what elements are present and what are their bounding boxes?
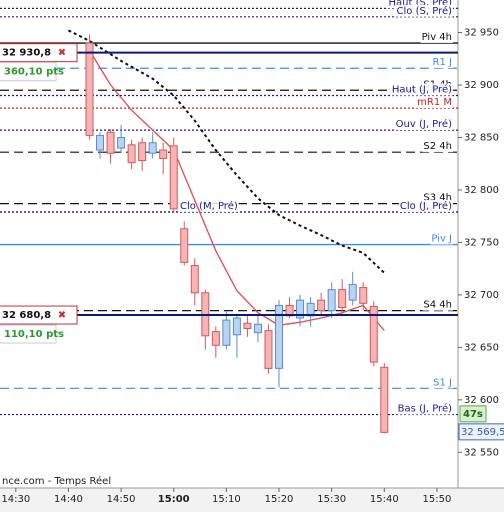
candle-body: [338, 289, 347, 308]
candle-body: [96, 134, 105, 151]
x-tick-label: 15:30: [317, 494, 346, 505]
candle-body: [138, 142, 147, 162]
level-label: S2 4h: [423, 141, 452, 152]
level-label: S1 J: [433, 377, 452, 388]
last-price: 32 569,5: [461, 427, 504, 438]
level-label-bg: [430, 233, 453, 245]
level-label: S4 4h: [423, 300, 452, 311]
x-tick-label: 15:40: [370, 494, 399, 505]
candle-body: [317, 299, 326, 312]
candle-body: [180, 228, 189, 263]
x-tick-label: 14:40: [54, 494, 83, 505]
candle-body: [222, 319, 231, 346]
candle-body: [380, 366, 389, 433]
y-tick-label: 32 800: [464, 185, 499, 196]
y-tick-label: 32 600: [464, 395, 499, 406]
level-label-bg: [422, 192, 453, 204]
level-label: Clo (S, Pré): [397, 5, 453, 17]
candle-body: [264, 330, 273, 369]
close-icon: ✖: [58, 48, 66, 59]
pnl-box: [0, 324, 57, 344]
candle-body: [275, 304, 284, 369]
y-tick-label: 32 850: [464, 132, 499, 143]
position-price: 32 680,8: [2, 310, 51, 321]
candle-body: [211, 331, 220, 346]
close-button[interactable]: [54, 44, 70, 61]
level-label: Ouv (J, Pré): [396, 118, 452, 130]
level-label: Haut (S, Pré): [389, 0, 453, 8]
candle-body: [306, 302, 315, 317]
x-tick-label: 15:00: [158, 494, 190, 505]
level-label-bg: [396, 402, 454, 415]
level-label-bg: [420, 32, 453, 44]
candle-body: [159, 149, 168, 159]
y-tick-label: 32 900: [464, 80, 499, 91]
x-tick-label: 14:50: [107, 494, 136, 505]
time-axis-band: [0, 488, 504, 512]
candle-body: [169, 145, 178, 210]
candle-body: [85, 42, 94, 136]
last-price-box: [458, 423, 504, 441]
level-label: Bas (J, Pré): [398, 403, 452, 415]
candle-body: [190, 265, 199, 294]
level-label: mR1 M: [417, 97, 452, 108]
pnl-box: [0, 62, 57, 82]
level-label-bg: [422, 299, 453, 311]
level-label: S3 4h: [423, 193, 452, 204]
level-label-bg: [431, 57, 453, 69]
x-tick-label: 14:30: [1, 494, 30, 505]
close-button[interactable]: [54, 307, 70, 324]
candle-body: [253, 323, 262, 334]
candle-body: [243, 322, 252, 329]
level-label-bg: [390, 83, 454, 96]
level-label-bg: [432, 377, 453, 389]
level-label: Clo (J, Pré): [400, 200, 452, 212]
timer-box: [459, 405, 487, 423]
y-tick-label: 32 750: [464, 237, 499, 248]
level-label: Clo (M, Pré): [180, 200, 238, 212]
x-tick-label: 15:20: [265, 494, 294, 505]
candle-body: [327, 289, 336, 312]
candle-body: [232, 317, 241, 336]
timer: 47s: [463, 409, 483, 420]
position-pnl: 110,10 pts: [4, 329, 64, 340]
close-icon: ✖: [58, 310, 66, 321]
level-label: Haut (J, Pré): [392, 84, 452, 96]
level-label-bg: [416, 97, 453, 109]
x-tick-label: 15:10: [212, 494, 241, 505]
level-label-bg: [179, 199, 239, 212]
level-label: R1 J: [433, 57, 452, 68]
source-label: nce.com - Temps Réel: [2, 475, 111, 487]
candle-body: [117, 136, 126, 149]
level-label-bg: [422, 141, 453, 153]
position-price: 32 930,8: [2, 48, 51, 59]
level-label-bg: [394, 118, 454, 131]
y-tick-label: 32 650: [464, 342, 499, 353]
level-label-bg: [398, 199, 454, 212]
level-label-bg: [395, 4, 454, 17]
level-label: Piv J: [431, 234, 452, 245]
y-tick-label: 32 950: [464, 28, 499, 39]
candle-body: [348, 283, 357, 301]
y-tick-label: 32 550: [464, 447, 499, 458]
level-label-bg: [387, 0, 454, 9]
y-tick-label: 32 700: [464, 290, 499, 301]
candle-body: [369, 305, 378, 363]
level-label: Piv 4h: [422, 32, 452, 43]
indicator-line: [67, 29, 385, 274]
candle-body: [296, 299, 305, 319]
candle-body: [106, 131, 115, 154]
x-tick-label: 15:50: [423, 494, 452, 505]
position-pnl: 360,10 pts: [4, 67, 64, 78]
candle-body: [127, 144, 136, 164]
candle-body: [359, 287, 368, 304]
candle-body: [148, 142, 157, 154]
